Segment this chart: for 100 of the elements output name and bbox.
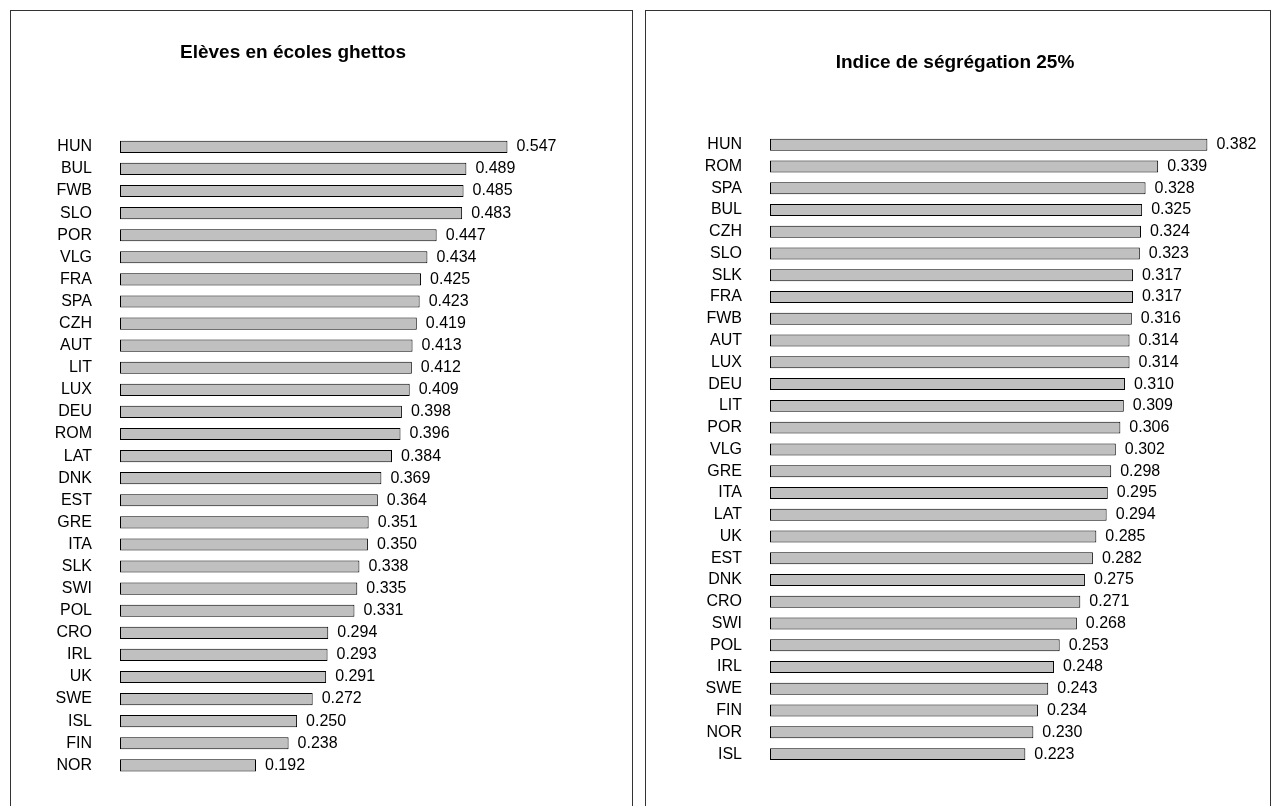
y-tick-label: LIT	[68, 358, 93, 376]
data-label: 0.238	[297, 733, 338, 751]
data-label: 0.271	[1089, 592, 1130, 610]
y-tick-label: SWI	[711, 613, 742, 631]
data-label: 0.192	[265, 755, 306, 773]
data-label: 0.412	[420, 358, 461, 376]
data-label: 0.314	[1138, 330, 1179, 348]
y-tick-label: DNK	[708, 570, 743, 588]
y-tick-label: VLG	[709, 439, 742, 457]
y-tick-label: ISL	[67, 711, 93, 729]
data-label: 0.328	[1154, 178, 1195, 196]
y-tick-label: LAT	[713, 505, 743, 523]
y-tick-label: SLO	[709, 243, 742, 261]
y-tick-label: SLK	[711, 265, 743, 283]
y-tick-label: FRA	[60, 269, 93, 287]
data-label: 0.272	[321, 689, 362, 707]
y-tick-label: BUL	[710, 200, 743, 218]
y-tick-label: LIT	[718, 396, 743, 414]
data-label: 0.248	[1062, 657, 1104, 675]
data-label: 0.275	[1093, 570, 1135, 588]
data-label: 0.447	[445, 225, 486, 243]
data-label: 0.250	[306, 711, 347, 729]
y-tick-label: VLG	[59, 247, 92, 265]
data-label: 0.285	[1105, 526, 1146, 544]
data-label: 0.223	[1034, 744, 1075, 762]
data-label: 0.323	[1148, 243, 1189, 261]
y-tick-label: DEU	[58, 402, 92, 420]
data-label: 0.396	[409, 424, 450, 442]
y-tick-label: SWI	[61, 579, 92, 597]
y-tick-label: LUX	[710, 352, 743, 370]
data-label: 0.294	[1115, 505, 1156, 523]
y-tick-label: BUL	[60, 159, 93, 177]
y-tick-label: ROM	[54, 424, 92, 442]
y-tick-label: CRO	[706, 592, 742, 610]
data-label: 0.234	[1046, 700, 1088, 718]
data-label: 0.291	[335, 667, 376, 685]
data-label: 0.489	[475, 159, 516, 177]
data-label: 0.434	[436, 247, 477, 265]
data-label: 0.243	[1057, 679, 1098, 697]
y-tick-label: SWE	[705, 679, 742, 697]
data-label: 0.419	[425, 313, 466, 331]
data-label: 0.351	[377, 512, 418, 530]
data-label: 0.382	[1216, 135, 1257, 153]
y-tick-label: CRO	[56, 623, 92, 641]
y-tick-label: POR	[707, 418, 742, 436]
data-label: 0.425	[430, 269, 471, 287]
data-label: 0.298	[1120, 461, 1161, 479]
y-tick-label: AUT	[60, 336, 93, 354]
y-tick-label: HUN	[57, 137, 92, 155]
y-tick-label: ITA	[68, 534, 93, 552]
data-label: 0.317	[1141, 287, 1183, 305]
y-tick-label: ITA	[718, 483, 743, 501]
data-label: 0.310	[1133, 374, 1175, 392]
y-tick-label: NOR	[706, 722, 742, 740]
data-label: 0.338	[368, 556, 409, 574]
y-tick-label: NOR	[56, 755, 92, 773]
y-tick-label: FIN	[716, 700, 742, 718]
data-label: 0.547	[516, 137, 557, 155]
y-tick-label: FIN	[66, 733, 92, 751]
y-tick-label: IRL	[717, 657, 743, 675]
data-label: 0.364	[386, 490, 427, 508]
data-label: 0.268	[1085, 613, 1126, 631]
chart-title: Elèves en écoles ghettos	[180, 40, 406, 62]
y-tick-label: LAT	[63, 446, 93, 464]
y-tick-label: ISL	[717, 744, 743, 762]
y-tick-label: DNK	[58, 468, 93, 486]
data-label: 0.294	[337, 623, 378, 641]
data-label: 0.295	[1116, 483, 1157, 501]
y-tick-label: SLO	[59, 203, 92, 221]
data-label: 0.413	[421, 336, 462, 354]
data-label: 0.335	[366, 579, 407, 597]
y-tick-label: GRE	[57, 512, 92, 530]
data-label: 0.398	[410, 402, 452, 420]
data-label: 0.317	[1141, 265, 1183, 283]
y-tick-label: POL	[709, 635, 743, 653]
y-tick-label: CZH	[59, 313, 92, 331]
data-label: 0.483	[471, 203, 512, 221]
y-tick-label: FWB	[706, 309, 742, 327]
data-label: 0.282	[1101, 548, 1143, 566]
data-label: 0.409	[418, 380, 459, 398]
chart-title: Indice de ségrégation 25%	[835, 50, 1075, 72]
y-tick-label: ROM	[704, 156, 742, 174]
data-label: 0.293	[336, 645, 377, 663]
y-tick-label: IRL	[67, 645, 93, 663]
data-label: 0.316	[1140, 309, 1181, 327]
y-tick-label: UK	[69, 667, 93, 685]
y-tick-label: UK	[719, 526, 743, 544]
y-tick-label: EST	[60, 490, 93, 508]
data-label: 0.306	[1129, 418, 1170, 436]
y-tick-label: SPA	[61, 291, 93, 309]
data-label: 0.325	[1151, 200, 1192, 218]
y-tick-label: CZH	[709, 222, 742, 240]
data-label: 0.253	[1068, 635, 1109, 653]
data-label: 0.369	[390, 468, 431, 486]
data-label: 0.350	[376, 534, 418, 552]
data-label: 0.309	[1132, 396, 1173, 414]
y-tick-label: POL	[59, 601, 93, 619]
y-tick-label: GRE	[707, 461, 742, 479]
data-label: 0.331	[363, 601, 404, 619]
y-tick-label: POR	[57, 225, 92, 243]
